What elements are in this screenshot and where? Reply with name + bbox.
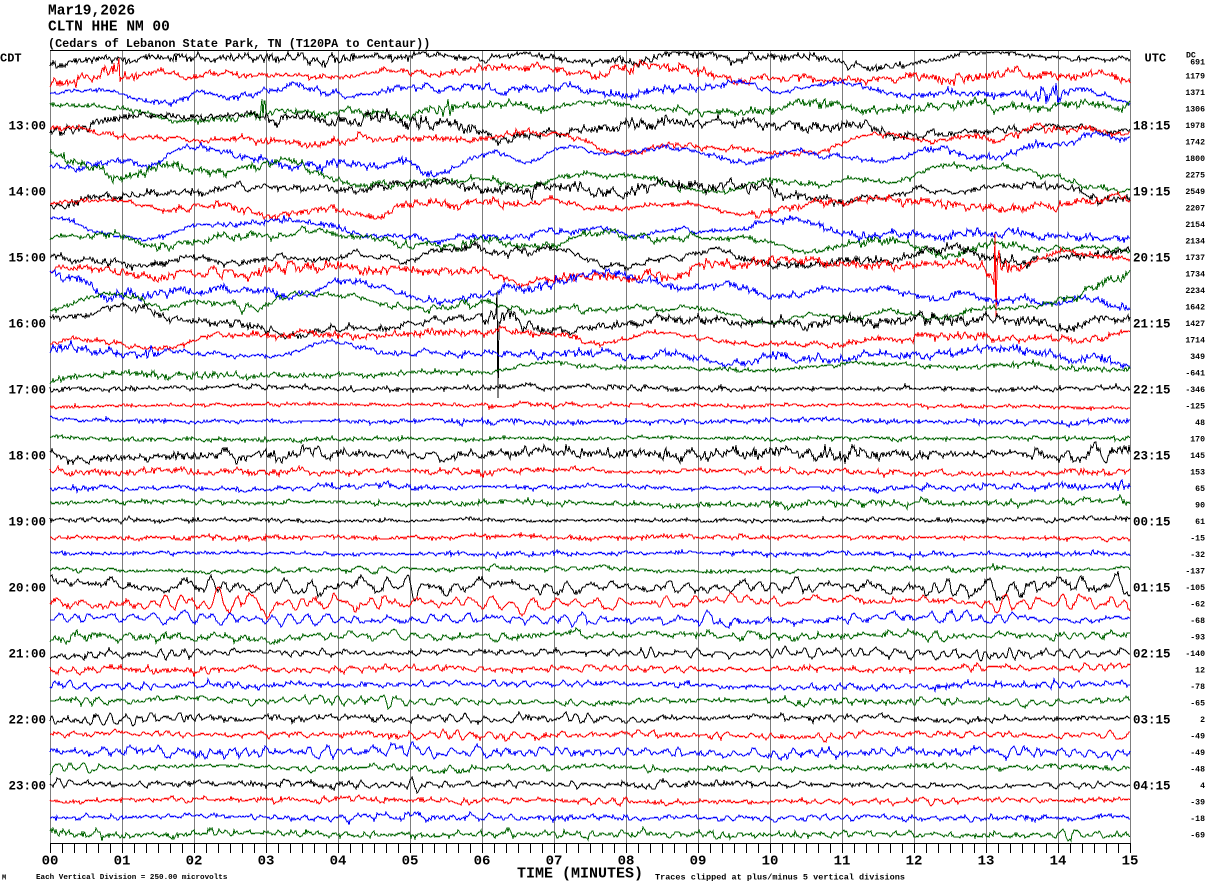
svg-text:(Cedars of Lebanon State Park,: (Cedars of Lebanon State Park, TN (T120P…	[48, 37, 430, 51]
svg-text:20:00: 20:00	[8, 582, 46, 596]
svg-text:08: 08	[618, 854, 635, 870]
svg-text:03: 03	[258, 854, 275, 870]
svg-text:1734: 1734	[1185, 271, 1205, 280]
svg-text:05: 05	[402, 854, 419, 870]
svg-text:12: 12	[1195, 667, 1205, 676]
svg-text:11: 11	[834, 854, 851, 870]
svg-text:01: 01	[114, 854, 131, 870]
svg-text:-65: -65	[1190, 700, 1205, 709]
svg-text:2275: 2275	[1185, 172, 1205, 181]
svg-text:61: 61	[1195, 518, 1205, 527]
svg-text:1800: 1800	[1185, 155, 1205, 164]
svg-text:170: 170	[1190, 436, 1205, 445]
svg-text:-137: -137	[1185, 568, 1205, 577]
svg-text:-49: -49	[1190, 733, 1205, 742]
svg-text:4: 4	[1200, 782, 1205, 791]
svg-text:1371: 1371	[1185, 89, 1205, 98]
svg-text:349: 349	[1190, 353, 1205, 362]
svg-text:1642: 1642	[1185, 304, 1205, 313]
svg-text:691: 691	[1190, 59, 1205, 68]
svg-text:-641: -641	[1185, 370, 1205, 379]
svg-text:22:15: 22:15	[1133, 384, 1171, 398]
svg-text:20:15: 20:15	[1133, 252, 1171, 266]
svg-text:M: M	[2, 875, 6, 883]
svg-text:2234: 2234	[1185, 287, 1205, 296]
svg-text:2207: 2207	[1185, 205, 1205, 214]
svg-text:02:15: 02:15	[1133, 648, 1171, 662]
svg-text:-69: -69	[1190, 832, 1205, 841]
svg-text:DC: DC	[1186, 52, 1196, 61]
svg-text:1306: 1306	[1185, 106, 1205, 115]
svg-text:1742: 1742	[1185, 139, 1205, 148]
svg-text:-39: -39	[1190, 799, 1205, 808]
svg-text:18:15: 18:15	[1133, 120, 1171, 134]
svg-text:-93: -93	[1190, 634, 1205, 643]
svg-text:2134: 2134	[1185, 238, 1205, 247]
svg-text:Traces clipped at plus/minus 5: Traces clipped at plus/minus 5 vertical …	[655, 873, 905, 883]
svg-text:145: 145	[1190, 452, 1205, 461]
svg-text:2549: 2549	[1185, 188, 1205, 197]
svg-text:07: 07	[546, 854, 563, 870]
svg-text:19:00: 19:00	[8, 516, 46, 530]
svg-text:TIME (MINUTES): TIME (MINUTES)	[517, 866, 643, 883]
svg-text:1714: 1714	[1185, 337, 1205, 346]
svg-text:06: 06	[474, 854, 491, 870]
svg-text:CLTN HHE NM 00: CLTN HHE NM 00	[48, 20, 170, 36]
svg-text:23:00: 23:00	[8, 780, 46, 794]
svg-text:23:15: 23:15	[1133, 450, 1171, 464]
svg-text:1427: 1427	[1185, 320, 1205, 329]
svg-text:13: 13	[978, 854, 995, 870]
svg-text:-48: -48	[1190, 766, 1205, 775]
svg-text:2: 2	[1200, 716, 1205, 725]
svg-text:Each Vertical Division = 250.: Each Vertical Division = 250.00 microvol…	[36, 874, 228, 882]
svg-text:48: 48	[1195, 419, 1205, 428]
svg-text:04: 04	[330, 854, 347, 870]
svg-text:03:15: 03:15	[1133, 714, 1171, 728]
svg-text:21:15: 21:15	[1133, 318, 1171, 332]
svg-text:UTC: UTC	[1145, 52, 1167, 66]
svg-text:19:15: 19:15	[1133, 186, 1171, 200]
svg-text:-32: -32	[1190, 551, 1205, 560]
svg-text:1737: 1737	[1185, 254, 1205, 263]
svg-text:18:00: 18:00	[8, 450, 46, 464]
svg-text:-105: -105	[1185, 584, 1205, 593]
svg-text:-140: -140	[1185, 650, 1205, 659]
svg-text:-125: -125	[1185, 403, 1205, 412]
svg-text:21:00: 21:00	[8, 648, 46, 662]
svg-text:12: 12	[906, 854, 923, 870]
svg-text:15: 15	[1122, 854, 1139, 870]
svg-text:15:00: 15:00	[8, 252, 46, 266]
svg-text:1179: 1179	[1185, 73, 1205, 82]
svg-text:02: 02	[186, 854, 203, 870]
svg-text:-62: -62	[1190, 601, 1205, 610]
svg-text:Mar19,2026: Mar19,2026	[48, 4, 135, 20]
svg-text:14:00: 14:00	[8, 186, 46, 200]
svg-text:-68: -68	[1190, 617, 1205, 626]
svg-text:1978: 1978	[1185, 122, 1205, 131]
svg-text:-49: -49	[1190, 749, 1205, 758]
svg-text:00: 00	[42, 854, 59, 870]
svg-text:10: 10	[762, 854, 779, 870]
svg-text:-18: -18	[1190, 815, 1205, 824]
svg-text:09: 09	[690, 854, 707, 870]
svg-text:-15: -15	[1190, 535, 1205, 544]
svg-text:65: 65	[1195, 485, 1205, 494]
svg-text:-78: -78	[1190, 683, 1205, 692]
svg-text:CDT: CDT	[0, 52, 22, 66]
svg-text:16:00: 16:00	[8, 318, 46, 332]
svg-text:14: 14	[1050, 854, 1067, 870]
svg-text:153: 153	[1190, 469, 1205, 478]
svg-text:01:15: 01:15	[1133, 582, 1171, 596]
svg-text:90: 90	[1195, 502, 1205, 511]
svg-text:2154: 2154	[1185, 221, 1205, 230]
svg-text:-346: -346	[1185, 386, 1205, 395]
svg-text:13:00: 13:00	[8, 120, 46, 134]
svg-text:04:15: 04:15	[1133, 780, 1171, 794]
svg-text:00:15: 00:15	[1133, 516, 1171, 530]
svg-text:22:00: 22:00	[8, 714, 46, 728]
svg-text:17:00: 17:00	[8, 384, 46, 398]
